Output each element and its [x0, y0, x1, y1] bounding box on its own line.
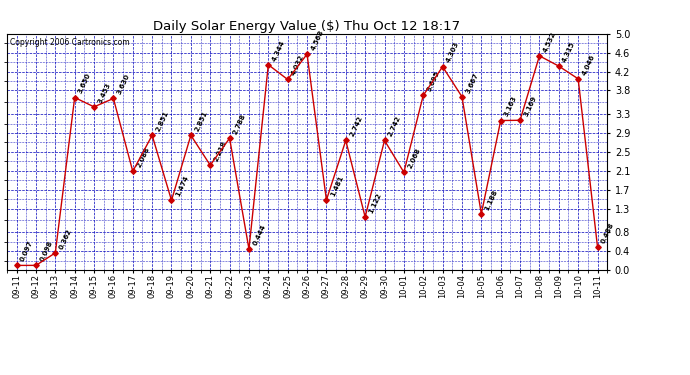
Text: 2.742: 2.742	[387, 115, 402, 138]
Text: 0.362: 0.362	[58, 228, 73, 250]
Text: 0.098: 0.098	[39, 240, 54, 262]
Text: 2.088: 2.088	[135, 146, 150, 169]
Text: 3.169: 3.169	[523, 95, 538, 117]
Text: 4.046: 4.046	[581, 53, 596, 76]
Text: 1.474: 1.474	[175, 175, 189, 198]
Text: 4.315: 4.315	[562, 40, 576, 63]
Text: 0.488: 0.488	[600, 221, 615, 244]
Text: 2.851: 2.851	[194, 110, 208, 132]
Text: 2.851: 2.851	[155, 110, 170, 132]
Text: 2.788: 2.788	[233, 113, 247, 135]
Text: 3.667: 3.667	[465, 72, 480, 94]
Text: 1.481: 1.481	[329, 174, 344, 197]
Text: 4.532: 4.532	[542, 30, 557, 53]
Text: 1.122: 1.122	[368, 192, 383, 214]
Text: 4.344: 4.344	[271, 39, 286, 62]
Text: 4.568: 4.568	[310, 29, 324, 51]
Text: 0.097: 0.097	[19, 240, 34, 262]
Text: 3.453: 3.453	[97, 81, 112, 104]
Text: 1.188: 1.188	[484, 188, 499, 211]
Text: 2.742: 2.742	[348, 115, 364, 138]
Text: 0.444: 0.444	[252, 223, 267, 246]
Text: 4.032: 4.032	[290, 54, 305, 77]
Text: 3.650: 3.650	[77, 72, 92, 95]
Text: Copyright 2006 Cartronics.com: Copyright 2006 Cartronics.com	[10, 39, 130, 48]
Text: 2.068: 2.068	[406, 147, 422, 170]
Text: 4.303: 4.303	[445, 41, 460, 64]
Text: 2.218: 2.218	[213, 140, 228, 162]
Text: 3.163: 3.163	[504, 95, 518, 118]
Text: 3.695: 3.695	[426, 70, 441, 93]
Text: 3.630: 3.630	[116, 73, 131, 96]
Title: Daily Solar Energy Value ($) Thu Oct 12 18:17: Daily Solar Energy Value ($) Thu Oct 12 …	[153, 20, 461, 33]
